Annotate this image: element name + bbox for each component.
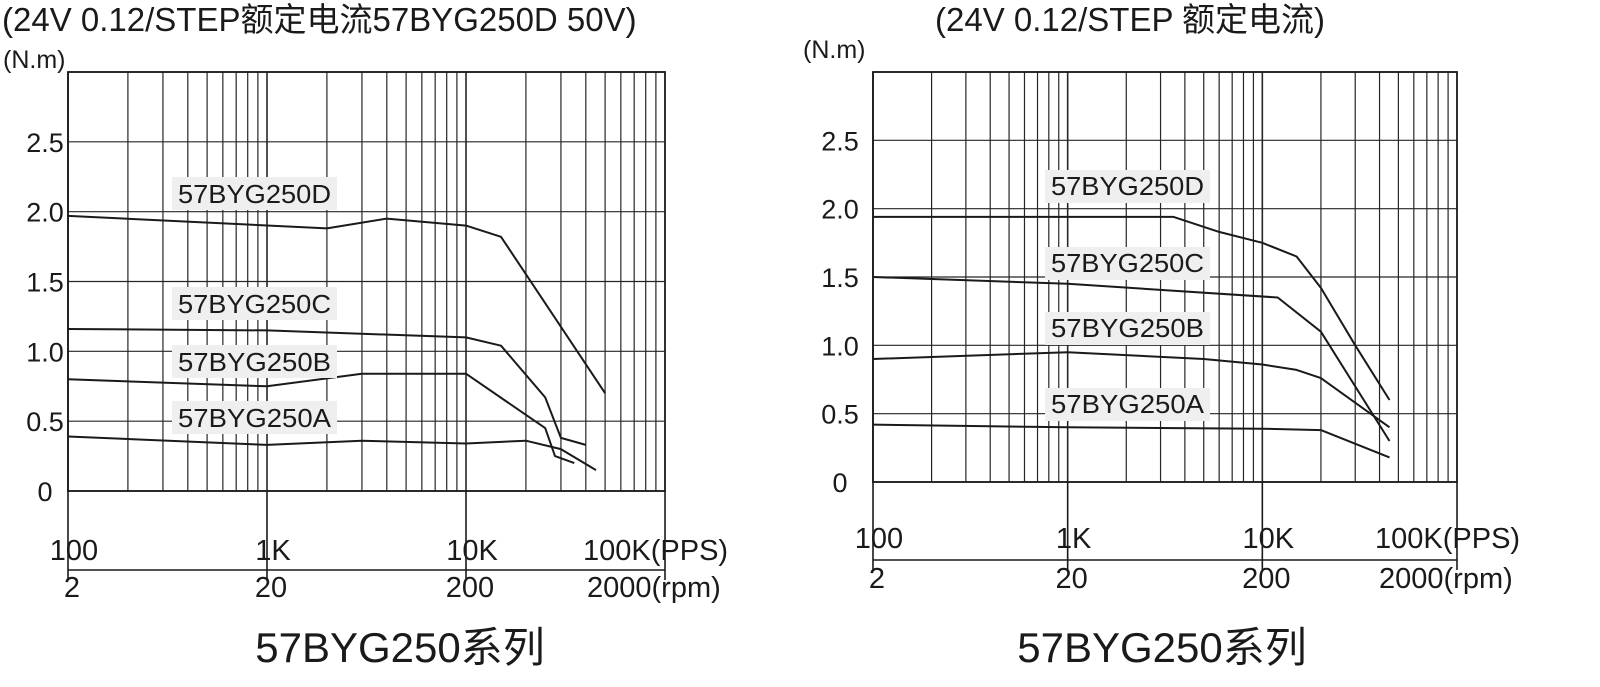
series-label: 57BYG250A	[1051, 389, 1205, 419]
chart-svg-right: (N.m) 57BYG250系列 0 0.5 1.0 1.5 2.0 2.5 100 1K 10…	[803, 1, 1520, 671]
chart-caption: 57BYG250系列	[1017, 624, 1307, 671]
y-tick-label: 0.5	[26, 407, 64, 437]
series-label: 57BYG250B	[1051, 313, 1204, 343]
y-axis-unit: (N.m)	[3, 46, 65, 74]
series-label-bg	[172, 287, 337, 320]
y-tick-label: 1.0	[821, 331, 859, 361]
series-line-57byg250b	[872, 351, 1391, 429]
y-tick-label: 1.5	[26, 268, 64, 298]
y-tick-label: 0	[37, 477, 52, 507]
series-line-57byg250b	[67, 372, 575, 465]
series-label-bg	[1045, 312, 1210, 345]
x-tick-label-rpm: 2000(rpm)	[587, 572, 721, 604]
y-tick-label: 2.0	[821, 195, 859, 225]
x-tick-label-pps: 100K(PPS)	[1375, 523, 1520, 555]
x-tick-label-rpm: 200	[1242, 563, 1290, 595]
plot-frame	[67, 71, 666, 492]
y-tick-label: 1.5	[821, 263, 859, 293]
x-tick-label-rpm: 200	[446, 572, 494, 604]
series-label: 57BYG250D	[178, 179, 331, 209]
series-label-bg	[1045, 247, 1210, 280]
y-tick-label: 2.5	[821, 126, 859, 156]
chart-title: (24V 0.12/STEP额定电流57BYG250D 50V)	[2, 1, 637, 38]
series-line-57byg250a	[872, 423, 1390, 459]
chart-title: (24V 0.12/STEP 额定电流)	[935, 1, 1325, 38]
x-tick-label-rpm: 2	[869, 563, 885, 595]
series-label: 57BYG250D	[1051, 171, 1204, 201]
x-tick-label-pps: 100	[50, 535, 98, 567]
series-label-bg	[172, 177, 337, 210]
x-tick-label-pps: 1K	[1056, 523, 1092, 555]
series-label-bg	[1045, 170, 1210, 203]
series-line-57byg250c	[67, 328, 587, 446]
x-tick-label-rpm: 20	[1056, 563, 1088, 595]
series-label: 57BYG250A	[178, 403, 332, 433]
x-tick-label-rpm: 2000(rpm)	[1379, 563, 1513, 595]
series-line-57byg250d	[873, 215, 1391, 401]
chart-caption: 57BYG250系列	[255, 624, 545, 671]
x-tick-label-pps: 100	[855, 523, 903, 555]
series-label-bg	[172, 345, 337, 378]
torque-chart-right: (N.m) 57BYG250系列 0 0.5 1.0 1.5 2.0 2.5 100 1K 10…	[800, 0, 1600, 687]
y-tick-label: 0	[832, 468, 847, 498]
series-label: 57BYG250C	[1051, 248, 1204, 278]
x-tick-label-pps: 100K(PPS)	[583, 535, 728, 567]
x-tick-label-pps: 10K	[1243, 523, 1295, 555]
x-tick-label-rpm: 2	[64, 572, 80, 604]
series-label: 57BYG250B	[178, 347, 331, 377]
torque-chart-left: (N.m) 57BYG250系列 0 0.5 1.0 1.5 2.0 2.5 100 1K 10…	[2, 1, 728, 671]
series-line-57byg250c	[872, 276, 1391, 442]
series-label-bg	[1045, 388, 1210, 421]
y-tick-label: 2.0	[26, 198, 64, 228]
chart-svg-left: (N.m) 57BYG250系列 0 0.5 1.0 1.5 2.0 2.5 100 1K 10…	[2, 1, 728, 671]
y-tick-label: 2.5	[26, 128, 64, 158]
grid	[67, 71, 666, 492]
x-tick-label-rpm: 20	[255, 572, 287, 604]
x-tick-label-pps: 1K	[255, 535, 291, 567]
series-line-57byg250d	[67, 214, 606, 394]
y-tick-label: 1.0	[26, 337, 64, 367]
x-tick-label-pps: 10K	[446, 535, 498, 567]
y-axis-unit: (N.m)	[803, 36, 865, 64]
y-tick-label: 0.5	[821, 400, 859, 430]
series-label-bg	[172, 401, 337, 434]
series-line-57byg250a	[67, 435, 597, 471]
series-label: 57BYG250C	[178, 289, 331, 319]
